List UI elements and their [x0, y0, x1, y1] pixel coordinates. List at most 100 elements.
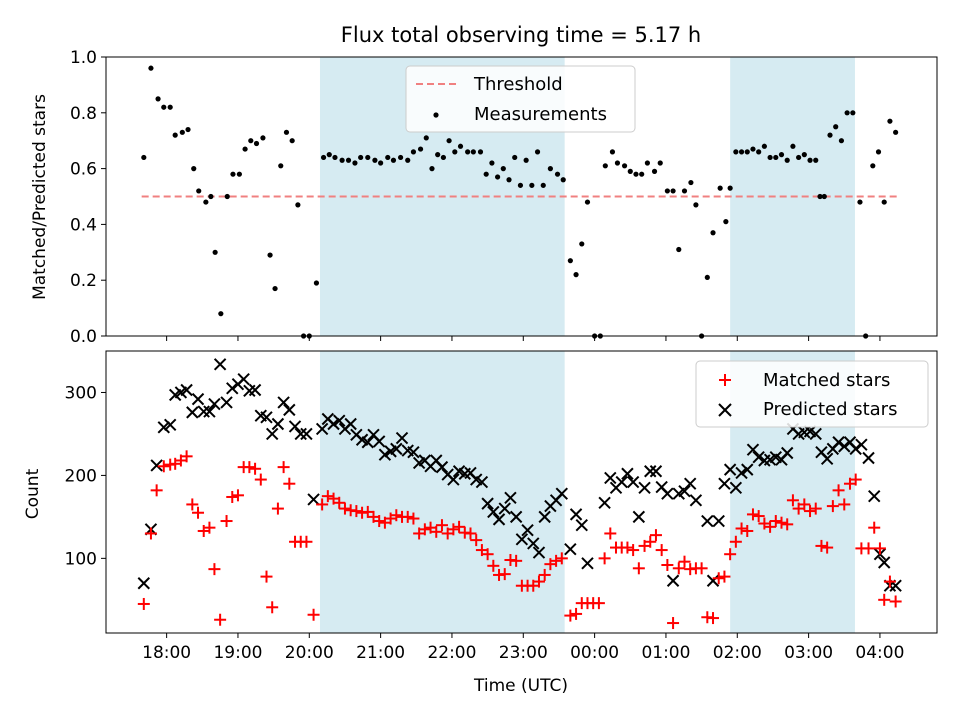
matched-star-point: [889, 595, 902, 608]
measurement-point: [417, 146, 424, 152]
predicted-star-point: [271, 417, 285, 431]
measurement-point: [196, 188, 202, 194]
measurement-point: [372, 157, 378, 163]
measurement-point: [681, 188, 688, 194]
matched-star-point: [644, 535, 657, 548]
measurement-point: [326, 152, 332, 158]
matched-star-point: [598, 552, 611, 565]
top-y-axis-ticks: 0.0 0.2 0.4 0.6 0.8 1.0: [70, 48, 106, 347]
predicted-star-point: [712, 514, 725, 528]
measurements-legend-swatch: [433, 112, 439, 118]
matched-star-point: [868, 521, 881, 534]
matched-star-point: [510, 554, 523, 567]
matched-star-point: [712, 572, 725, 585]
matched-star-point: [735, 522, 748, 535]
matched-star-point: [878, 593, 891, 606]
top-y-tick-label: 0.8: [70, 104, 97, 124]
matched-star-point: [401, 510, 414, 523]
matched-star-point: [769, 515, 782, 528]
predicted-star-point: [555, 487, 569, 500]
top-y-axis-label: Matched/Predicted stars: [30, 94, 50, 300]
measurement-point: [523, 157, 529, 163]
matched-star-point: [661, 558, 674, 571]
measurement-point: [203, 199, 209, 205]
matched-star-point: [678, 555, 691, 568]
measurement-point: [778, 152, 785, 158]
matched-star-point: [550, 554, 563, 567]
matched-star-point: [418, 523, 431, 536]
measurement-point: [253, 140, 260, 147]
measurement-point: [208, 193, 214, 200]
matched-star-point: [741, 524, 754, 537]
predicted-star-point: [832, 436, 845, 449]
measurement-point: [465, 149, 471, 155]
predicted-star-point: [661, 487, 674, 500]
measurement-point: [191, 166, 197, 172]
matched-star-point: [214, 613, 227, 626]
measurement-point: [313, 280, 320, 286]
measurement-point: [547, 166, 553, 172]
x-tick-label: 18:00: [142, 643, 191, 663]
predicted-star-point: [186, 406, 199, 419]
bottom-y-tick-label: 200: [65, 466, 97, 486]
matched-star-point: [826, 500, 839, 513]
predicted-star-point: [689, 494, 703, 507]
measurement-point: [289, 138, 295, 144]
predicted-star-point: [300, 427, 313, 441]
measurement-point: [881, 199, 887, 205]
measurement-point: [756, 149, 762, 155]
matched-star-point: [338, 502, 351, 515]
matched-star-point: [231, 489, 244, 502]
measurement-point: [893, 129, 899, 135]
measurements-legend-label: Measurements: [474, 104, 607, 125]
measurement-point: [744, 149, 750, 155]
measurement-point: [477, 149, 484, 155]
measurement-point: [710, 230, 716, 236]
predicted-star-point: [197, 405, 210, 418]
x-tick-label: 19:00: [213, 643, 262, 663]
matched-star-point: [186, 498, 199, 511]
measurement-point: [390, 157, 397, 163]
measurement-point: [446, 138, 452, 144]
predicted-star-point: [752, 450, 765, 464]
matched-star-point: [632, 562, 645, 575]
matched-star-point: [157, 460, 170, 473]
predicted-star-point: [735, 466, 748, 480]
matched-star-point: [592, 597, 605, 610]
x-tick-label: 20:00: [285, 643, 334, 663]
predicted-star-point: [220, 396, 233, 409]
predicted-star-point: [283, 403, 296, 417]
predicted-star-point: [150, 459, 163, 472]
predicted-star-point: [718, 477, 731, 490]
matched-star-point: [137, 597, 150, 610]
predicted-star-point: [498, 502, 511, 515]
predicted-star-point: [575, 518, 588, 532]
predicted-star-point: [515, 533, 529, 546]
matched-star-point: [260, 570, 273, 583]
matched-star-point: [243, 461, 256, 474]
matched-star-point: [464, 527, 477, 540]
matched-star-point: [621, 541, 634, 554]
measurement-point: [218, 311, 224, 317]
star-count-points: [137, 358, 902, 630]
measurement-point: [790, 143, 796, 149]
measurement-point: [267, 252, 273, 258]
matched-star-point: [277, 461, 290, 474]
measurement-point: [332, 154, 338, 161]
bottom-legend: Matched stars Predicted stars: [695, 360, 929, 428]
matched-star-point: [667, 617, 680, 630]
measurement-point: [644, 160, 650, 166]
matched-star-point: [570, 607, 583, 620]
bottom-x-axis-ticks: 18:00 19:00 20:00 21:00 22:00 23:00 00:00 01:00…: [142, 633, 904, 663]
measurement-point: [627, 168, 633, 174]
matched-star-point: [781, 518, 794, 531]
predicted-star-point: [509, 510, 523, 524]
matched-stars-legend-label: Matched stars: [763, 370, 890, 391]
measurement-point: [352, 160, 358, 166]
matched-star-point: [821, 541, 834, 554]
measurement-point: [212, 249, 218, 255]
matched-star-point: [453, 520, 466, 533]
bottom-y-tick-label: 100: [65, 549, 97, 569]
measurement-point: [887, 118, 893, 124]
matched-star-point: [350, 505, 363, 518]
